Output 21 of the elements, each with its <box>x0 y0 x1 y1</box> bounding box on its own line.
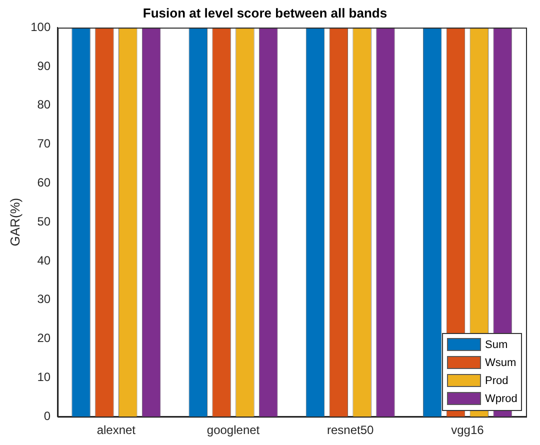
x-tick-label: googlenet <box>206 423 260 438</box>
x-tick-label: resnet50 <box>327 423 374 438</box>
x-tick-label: vgg16 <box>451 423 484 438</box>
legend-label: Sum <box>485 338 508 351</box>
y-tick-label: 60 <box>37 176 51 190</box>
x-tick-label: alexnet <box>96 423 136 438</box>
y-tick-label: 20 <box>37 331 51 346</box>
y-tick-label: 10 <box>37 370 51 384</box>
legend-label: Wprod <box>485 392 518 405</box>
legend-label: Prod <box>485 374 508 387</box>
y-tick-label: 40 <box>37 253 51 268</box>
y-tick-label: 50 <box>37 214 51 228</box>
y-tick-label: 90 <box>37 58 51 73</box>
y-tick-label: 70 <box>37 136 51 151</box>
y-axis-title: GAR(%) <box>7 198 22 246</box>
chart-title: Fusion at level score between all bands <box>142 5 388 20</box>
legend-label: Wsum <box>485 356 516 369</box>
y-tick-label: 80 <box>37 98 51 112</box>
y-tick-label: 100 <box>30 20 51 34</box>
y-tick-label: 0 <box>44 408 51 423</box>
y-tick-label: 30 <box>37 292 51 306</box>
